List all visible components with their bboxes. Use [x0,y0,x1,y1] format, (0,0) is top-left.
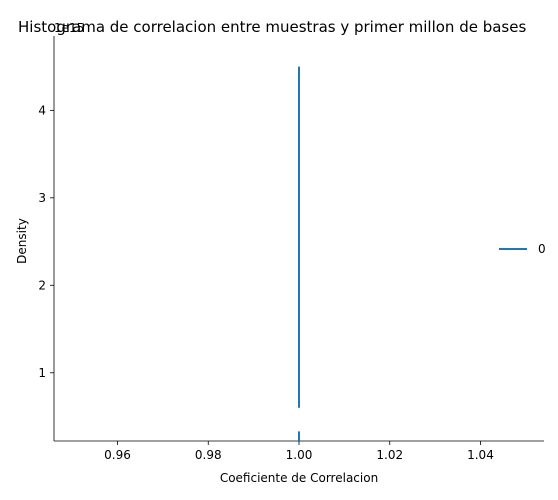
x-tick-label: 1.00 [286,448,313,462]
chart-title: Histograma de correlacion entre muestras… [18,18,526,36]
y-tick-label: 2 [38,278,46,292]
y-tick-label: 3 [38,191,46,205]
legend-label: 0 [538,242,546,256]
y-axis-label: Density [15,218,29,264]
x-tick-label: 1.02 [376,448,403,462]
x-tick-label: 1.04 [467,448,494,462]
y-offset-text: 1e15 [54,21,84,35]
x-tick-label: 0.98 [195,448,222,462]
x-axis-label: Coeficiente de Correlacion [220,471,378,485]
y-tick-label: 4 [38,103,46,117]
y-tick-label: 1 [38,366,46,380]
x-tick-label: 0.96 [104,448,131,462]
